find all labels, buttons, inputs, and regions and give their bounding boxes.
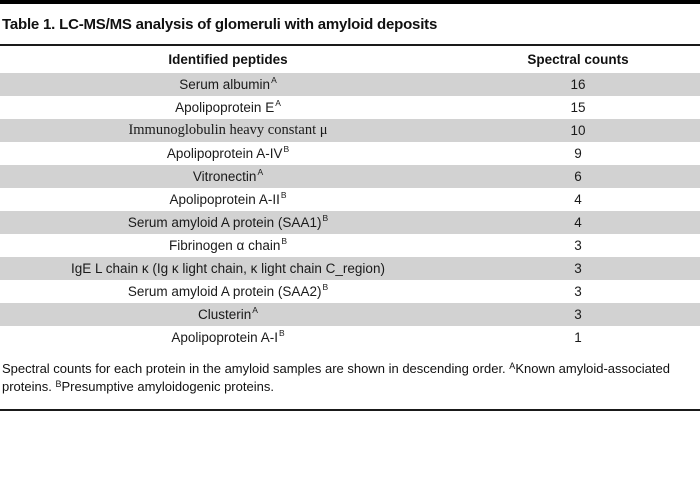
peptide-name: Immunoglobulin heavy constant μ bbox=[128, 122, 328, 138]
peptide-name: Clusterin bbox=[198, 307, 252, 322]
table-footnote: Spectral counts for each protein in the … bbox=[0, 349, 700, 396]
peptide-name: Apolipoprotein A-I bbox=[171, 330, 278, 345]
table-title: Table 1. LC-MS/MS analysis of glomeruli … bbox=[2, 16, 438, 33]
spectral-count: 3 bbox=[574, 284, 582, 299]
peptide-superscript: B bbox=[278, 328, 285, 338]
table-row: VitronectinA 6 bbox=[0, 165, 700, 188]
peptide-cell: Serum amyloid A protein (SAA1)B bbox=[0, 213, 456, 230]
peptide-name: Fibrinogen α chain bbox=[168, 238, 281, 253]
table-row: Serum albuminA 16 bbox=[0, 73, 700, 96]
spectral-count: 3 bbox=[574, 261, 582, 276]
peptide-superscript: A bbox=[271, 75, 277, 85]
spectral-count: 16 bbox=[570, 77, 586, 92]
peptide-name: Apolipoprotein A-IV bbox=[166, 146, 283, 161]
peptide-superscript: A bbox=[252, 305, 258, 315]
peptide-cell: Serum amyloid A protein (SAA2)B bbox=[0, 282, 456, 299]
table-body: Serum albuminA 16 Apolipoprotein EA 15 I… bbox=[0, 73, 700, 349]
table-row: Fibrinogen α chainB 3 bbox=[0, 234, 700, 257]
spectral-count: 3 bbox=[574, 238, 582, 253]
spectral-count: 4 bbox=[574, 215, 582, 230]
peptide-name: Serum albumin bbox=[179, 77, 271, 92]
peptide-superscript: B bbox=[280, 190, 287, 200]
table-row: Apolipoprotein EA 15 bbox=[0, 96, 700, 119]
peptide-name: IgE L chain κ (Ig κ light chain, κ light… bbox=[71, 261, 385, 276]
header-rule bbox=[0, 44, 700, 46]
peptide-name: Serum amyloid A protein (SAA2) bbox=[127, 284, 322, 299]
footnote-superscript-b: B bbox=[55, 379, 62, 389]
spectral-count: 1 bbox=[574, 330, 582, 345]
column-header-spectral-counts: Spectral counts bbox=[527, 52, 629, 67]
spectral-count: 10 bbox=[570, 123, 586, 138]
peptide-cell: Apolipoprotein A-IB bbox=[0, 328, 456, 345]
footnote-text-2: Known amyloid-associated proteins. bbox=[2, 361, 670, 394]
spectral-count: 3 bbox=[574, 307, 582, 322]
peptide-name: Serum amyloid A protein (SAA1) bbox=[127, 215, 322, 230]
peptide-superscript: B bbox=[281, 236, 288, 246]
top-rule bbox=[0, 0, 700, 4]
footnote-text-1: Spectral counts for each protein in the … bbox=[2, 361, 510, 376]
column-header-identified-peptides: Identified peptides bbox=[168, 52, 288, 67]
spectral-count: 9 bbox=[574, 146, 582, 161]
peptide-cell: Apolipoprotein EA bbox=[0, 98, 456, 115]
table-row: Serum amyloid A protein (SAA2)B 3 bbox=[0, 280, 700, 303]
peptide-cell: ClusterinA bbox=[0, 305, 456, 322]
spectral-count: 4 bbox=[574, 192, 582, 207]
table-row: Serum amyloid A protein (SAA1)B 4 bbox=[0, 211, 700, 234]
table-row: Apolipoprotein A-IIB 4 bbox=[0, 188, 700, 211]
peptide-name: Vitronectin bbox=[192, 169, 257, 184]
table-figure: Table 1. LC-MS/MS analysis of glomeruli … bbox=[0, 0, 700, 411]
table-row: ClusterinA 3 bbox=[0, 303, 700, 326]
bottom-rule bbox=[0, 409, 700, 411]
peptide-superscript: B bbox=[283, 144, 290, 154]
table-row: Immunoglobulin heavy constant μ 10 bbox=[0, 119, 700, 142]
spectral-count: 6 bbox=[574, 169, 582, 184]
peptide-cell: Immunoglobulin heavy constant μ bbox=[0, 122, 456, 139]
table-row: IgE L chain κ (Ig κ light chain, κ light… bbox=[0, 257, 700, 280]
spectral-count: 15 bbox=[570, 100, 586, 115]
footnote-superscript-a: A bbox=[509, 361, 516, 371]
peptide-cell: Apolipoprotein A-IVB bbox=[0, 144, 456, 161]
peptide-cell: Serum albuminA bbox=[0, 75, 456, 92]
peptide-cell: IgE L chain κ (Ig κ light chain, κ light… bbox=[0, 261, 456, 276]
peptide-name: Apolipoprotein A-II bbox=[169, 192, 280, 207]
peptide-superscript: A bbox=[257, 167, 264, 177]
peptide-cell: Apolipoprotein A-IIB bbox=[0, 190, 456, 207]
peptide-superscript: B bbox=[322, 213, 329, 223]
table-row: Apolipoprotein A-IVB 9 bbox=[0, 142, 700, 165]
peptide-cell: VitronectinA bbox=[0, 167, 456, 184]
peptide-name: Apolipoprotein E bbox=[175, 100, 275, 115]
peptide-superscript: B bbox=[322, 282, 329, 292]
table-row: Apolipoprotein A-IB 1 bbox=[0, 326, 700, 349]
peptide-superscript: A bbox=[275, 98, 281, 108]
footnote-text-3: Presumptive amyloidogenic proteins. bbox=[61, 379, 274, 394]
peptide-cell: Fibrinogen α chainB bbox=[0, 236, 456, 253]
table-header-row: Identified peptides Spectral counts bbox=[0, 46, 700, 73]
